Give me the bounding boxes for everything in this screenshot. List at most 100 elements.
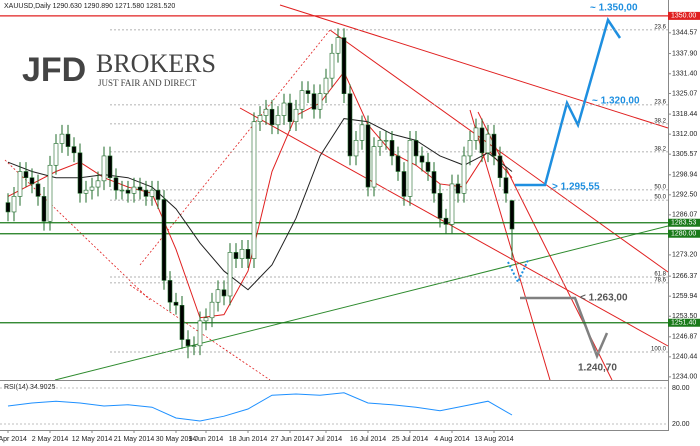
candle-body [257,115,263,123]
level-label: 1280.00 [671,231,696,238]
x-tick-label: 21 May 2014 [114,436,155,443]
candle-body [503,177,509,194]
candle-body [41,196,47,222]
candle-body [77,152,83,194]
x-tick-label: 16 Jul 2014 [350,436,386,443]
level-box [668,318,700,327]
y-tick-label: 1234.00 [672,374,697,381]
candle-body [149,189,155,197]
y-tick-label: 1259.94 [672,293,697,300]
candle-body [221,289,227,297]
candle-body [365,124,371,188]
candle-body [491,133,497,157]
x-tick-label: 7 Jul 2014 [310,436,342,443]
candle-body [5,202,11,213]
candle-body [209,301,215,319]
candle-body [131,186,137,194]
candle-body [335,37,341,54]
candle-body [377,140,383,147]
candle-body [485,133,491,154]
candle-body [353,140,359,157]
candle-body [359,124,365,141]
candle-body [449,183,455,225]
x-tick-label: 9 Jun 2014 [189,436,224,443]
x-tick-label: 27 Jun 2014 [271,436,310,443]
x-tick-label: 13 Aug 2014 [474,436,513,443]
trend-line [54,225,669,381]
candle-body [155,189,161,200]
x-tick-label: 12 May 2014 [72,436,113,443]
candle-body [299,90,305,110]
candle-body [461,155,467,194]
x-tick-label: 2 May 2014 [32,436,69,443]
level-label: 1283.53 [671,220,696,227]
candle-body [167,280,173,303]
candle-body [497,155,503,179]
candle-body [293,108,299,123]
x-tick-label: 23 Apr 2014 [0,436,27,443]
rsi-title: RSI(14) 34.9025 [4,384,55,391]
y-tick-label: 1318.44 [672,111,697,118]
candle-body [83,189,89,194]
scenario-path [515,17,622,187]
candle-body [233,252,239,259]
fib-label: 100.0 [651,347,667,353]
y-tick-label: 1240.44 [672,354,697,361]
candle-body [227,252,233,297]
level-box [668,229,700,238]
candle-body [89,186,95,191]
annotation: > 1.295,55 [552,182,600,193]
logo: BROKERS [96,49,216,78]
level-box [668,218,700,227]
candle-body [179,305,185,340]
candle-body [437,192,443,219]
decor [4,4,669,381]
candle-body [107,155,113,179]
candle-body [71,146,77,154]
candle-body [17,171,23,197]
rsi-tick-label: 80.00 [672,385,690,392]
candle-body [431,171,437,194]
candle-body [275,115,281,126]
candle-body [509,200,515,230]
annotation: ~ 1.320,00 [592,96,640,107]
y-tick-label: 1266.37 [672,273,697,280]
scenario-path [520,296,609,360]
candle-body [215,289,221,303]
candle-body [239,248,245,259]
x-tick-label: 4 Aug 2014 [434,436,470,443]
candle-body [251,121,257,259]
candle-body [317,93,323,110]
x-tick-label: 18 Jun 2014 [229,436,268,443]
annotation: 1.240,70 [578,363,617,374]
y-tick-label: 1312.00 [672,131,697,138]
candle-body [119,189,125,192]
candle-body [101,155,107,182]
candle-body [383,140,389,142]
level-label: 1251.40 [671,320,696,327]
candle-body [479,127,485,154]
candle-body [323,77,329,94]
logo: JFD [22,51,86,89]
candle-body [305,90,311,94]
candle-body [47,164,53,222]
candle-body [287,102,293,123]
fib-label: 38.2 [654,146,666,152]
candle-body [113,177,119,191]
trend-line [329,29,669,273]
fib-label: 78.6 [654,277,666,283]
candle-body [95,180,101,188]
candle-body [23,171,29,179]
fib-label: 23.6 [654,99,666,105]
candle-body [65,133,71,147]
trend-line [239,107,669,347]
y-tick-label: 1305.57 [672,151,697,158]
rsi-line [7,392,513,422]
logo-tagline: JUST FAIR AND DIRECT [98,78,197,88]
candle-body [263,108,269,116]
candle-body [143,189,149,197]
candle-body [137,186,143,191]
fib-label: 61.8 [654,272,666,278]
candle-body [245,248,251,259]
candle-body [173,301,179,306]
